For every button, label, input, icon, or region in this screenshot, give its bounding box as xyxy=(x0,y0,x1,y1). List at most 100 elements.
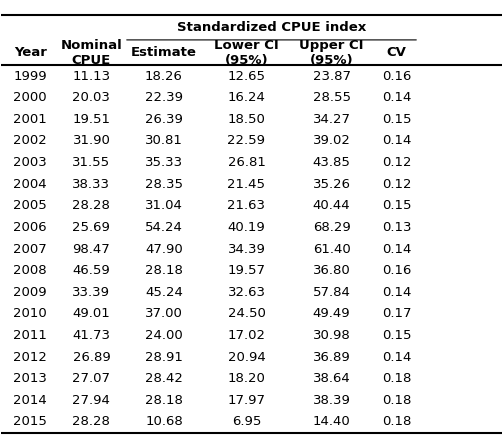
Text: 16.24: 16.24 xyxy=(227,91,266,104)
Text: 0.14: 0.14 xyxy=(382,286,411,299)
Text: 26.81: 26.81 xyxy=(227,156,266,169)
Text: 34.39: 34.39 xyxy=(227,242,266,256)
Text: 21.63: 21.63 xyxy=(227,199,266,212)
Text: Year: Year xyxy=(14,46,47,59)
Text: 28.18: 28.18 xyxy=(145,394,183,407)
Text: 19.57: 19.57 xyxy=(227,264,266,277)
Text: 26.89: 26.89 xyxy=(72,350,110,364)
Text: 20.03: 20.03 xyxy=(72,91,110,104)
Text: 26.39: 26.39 xyxy=(145,113,183,126)
Text: 0.17: 0.17 xyxy=(382,307,411,320)
Text: 21.45: 21.45 xyxy=(227,178,266,190)
Text: 35.33: 35.33 xyxy=(145,156,183,169)
Text: 28.35: 28.35 xyxy=(145,178,183,190)
Text: 28.91: 28.91 xyxy=(145,350,183,364)
Text: 47.90: 47.90 xyxy=(145,242,183,256)
Text: 1999: 1999 xyxy=(14,70,47,82)
Text: 2000: 2000 xyxy=(14,91,47,104)
Text: 61.40: 61.40 xyxy=(313,242,351,256)
Text: 27.07: 27.07 xyxy=(72,372,111,385)
Text: 31.90: 31.90 xyxy=(72,134,110,148)
Text: 6.95: 6.95 xyxy=(232,416,261,428)
Text: 22.59: 22.59 xyxy=(227,134,266,148)
Text: 40.44: 40.44 xyxy=(313,199,351,212)
Text: 28.55: 28.55 xyxy=(312,91,351,104)
Text: 30.98: 30.98 xyxy=(313,329,351,342)
Text: 39.02: 39.02 xyxy=(312,134,351,148)
Text: 0.18: 0.18 xyxy=(382,394,411,407)
Text: 24.00: 24.00 xyxy=(145,329,183,342)
Text: 2006: 2006 xyxy=(14,221,47,234)
Text: 0.18: 0.18 xyxy=(382,372,411,385)
Text: 10.68: 10.68 xyxy=(145,416,183,428)
Text: 31.55: 31.55 xyxy=(72,156,111,169)
Text: 0.14: 0.14 xyxy=(382,134,411,148)
Text: 40.19: 40.19 xyxy=(228,221,266,234)
Text: 2009: 2009 xyxy=(14,286,47,299)
Text: 28.28: 28.28 xyxy=(72,199,110,212)
Text: 2014: 2014 xyxy=(13,394,47,407)
Text: 28.18: 28.18 xyxy=(145,264,183,277)
Text: 0.14: 0.14 xyxy=(382,350,411,364)
Text: 30.81: 30.81 xyxy=(145,134,183,148)
Text: 0.16: 0.16 xyxy=(382,70,411,82)
Text: 2013: 2013 xyxy=(13,372,47,385)
Text: 28.28: 28.28 xyxy=(72,416,110,428)
Text: 18.50: 18.50 xyxy=(227,113,266,126)
Text: 31.04: 31.04 xyxy=(145,199,183,212)
Text: 46.59: 46.59 xyxy=(72,264,110,277)
Text: 45.24: 45.24 xyxy=(145,286,183,299)
Text: 2010: 2010 xyxy=(13,307,47,320)
Text: 41.73: 41.73 xyxy=(72,329,111,342)
Text: 19.51: 19.51 xyxy=(72,113,111,126)
Text: 36.89: 36.89 xyxy=(313,350,351,364)
Text: 2005: 2005 xyxy=(13,199,47,212)
Text: 34.27: 34.27 xyxy=(312,113,351,126)
Text: 98.47: 98.47 xyxy=(72,242,110,256)
Text: 24.50: 24.50 xyxy=(227,307,266,320)
Text: 2012: 2012 xyxy=(13,350,47,364)
Text: 38.64: 38.64 xyxy=(313,372,351,385)
Text: 0.18: 0.18 xyxy=(382,416,411,428)
Text: 2011: 2011 xyxy=(13,329,47,342)
Text: 49.01: 49.01 xyxy=(72,307,110,320)
Text: 38.39: 38.39 xyxy=(312,394,351,407)
Text: 17.02: 17.02 xyxy=(227,329,266,342)
Text: 37.00: 37.00 xyxy=(145,307,183,320)
Text: 20.94: 20.94 xyxy=(228,350,266,364)
Text: 57.84: 57.84 xyxy=(312,286,351,299)
Text: 2001: 2001 xyxy=(13,113,47,126)
Text: 35.26: 35.26 xyxy=(312,178,351,190)
Text: 2002: 2002 xyxy=(13,134,47,148)
Text: Nominal
CPUE: Nominal CPUE xyxy=(60,39,122,66)
Text: 0.13: 0.13 xyxy=(382,221,411,234)
Text: 27.94: 27.94 xyxy=(72,394,110,407)
Text: 14.40: 14.40 xyxy=(313,416,351,428)
Text: 32.63: 32.63 xyxy=(227,286,266,299)
Text: 22.39: 22.39 xyxy=(145,91,183,104)
Text: 0.12: 0.12 xyxy=(382,178,411,190)
Text: 0.15: 0.15 xyxy=(382,199,411,212)
Text: 0.15: 0.15 xyxy=(382,113,411,126)
Text: 2015: 2015 xyxy=(13,416,47,428)
Text: 23.87: 23.87 xyxy=(312,70,351,82)
Text: 0.12: 0.12 xyxy=(382,156,411,169)
Text: Lower CI
(95%): Lower CI (95%) xyxy=(214,39,279,66)
Text: 49.49: 49.49 xyxy=(313,307,351,320)
Text: 0.15: 0.15 xyxy=(382,329,411,342)
Text: 0.16: 0.16 xyxy=(382,264,411,277)
Text: Upper CI
(95%): Upper CI (95%) xyxy=(299,39,364,66)
Text: 68.29: 68.29 xyxy=(313,221,351,234)
Text: 17.97: 17.97 xyxy=(227,394,266,407)
Text: 54.24: 54.24 xyxy=(145,221,183,234)
Text: 2008: 2008 xyxy=(14,264,47,277)
Text: 2007: 2007 xyxy=(13,242,47,256)
Text: CV: CV xyxy=(387,46,406,59)
Text: 36.80: 36.80 xyxy=(313,264,351,277)
Text: 11.13: 11.13 xyxy=(72,70,111,82)
Text: 0.14: 0.14 xyxy=(382,242,411,256)
Text: 28.42: 28.42 xyxy=(145,372,183,385)
Text: 18.20: 18.20 xyxy=(227,372,266,385)
Text: 12.65: 12.65 xyxy=(227,70,266,82)
Text: Estimate: Estimate xyxy=(131,46,197,59)
